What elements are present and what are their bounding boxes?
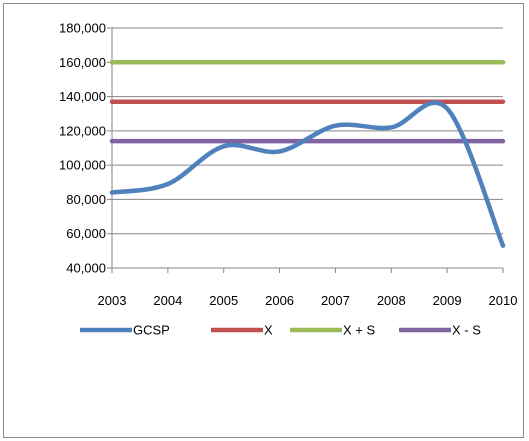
y-tick-label: 40,000 (66, 261, 106, 276)
y-tick-label: 120,000 (59, 123, 106, 138)
chart-frame (3, 3, 524, 438)
legend-label-x-s: X - S (452, 323, 481, 338)
y-tick-label: 80,000 (66, 192, 106, 207)
x-tick-label: 2008 (377, 293, 406, 308)
y-tick-label: 140,000 (59, 89, 106, 104)
x-tick-label: 2009 (433, 293, 462, 308)
x-axis-tick-labels: 2003 2004 2005 2006 2007 2008 2009 2010 (98, 293, 518, 308)
series-line-gcsp (109, 100, 506, 248)
x-tick-label: 2006 (265, 293, 294, 308)
legend-label-gcsp: GCSP (133, 323, 170, 338)
y-tick-label: 100,000 (59, 158, 106, 173)
series-lines (109, 60, 506, 248)
legend: GCSP X X + S X - S (80, 323, 481, 338)
gridlines (112, 27, 503, 235)
x-tick-label: 2010 (489, 293, 518, 308)
legend-label-x: X (264, 323, 273, 338)
y-tick-label: 180,000 (59, 21, 106, 36)
axes (107, 27, 504, 273)
y-tick-label: 160,000 (59, 55, 106, 70)
x-tick-label: 2005 (209, 293, 238, 308)
y-axis-tick-labels: 40,000 60,000 80,000 100,000 120,000 140,000 1… (59, 21, 106, 276)
y-tick-label: 60,000 (66, 226, 106, 241)
legend-label-x-s: X + S (343, 323, 375, 338)
x-tick-label: 2003 (98, 293, 127, 308)
x-tick-label: 2004 (153, 293, 182, 308)
x-tick-label: 2007 (321, 293, 350, 308)
